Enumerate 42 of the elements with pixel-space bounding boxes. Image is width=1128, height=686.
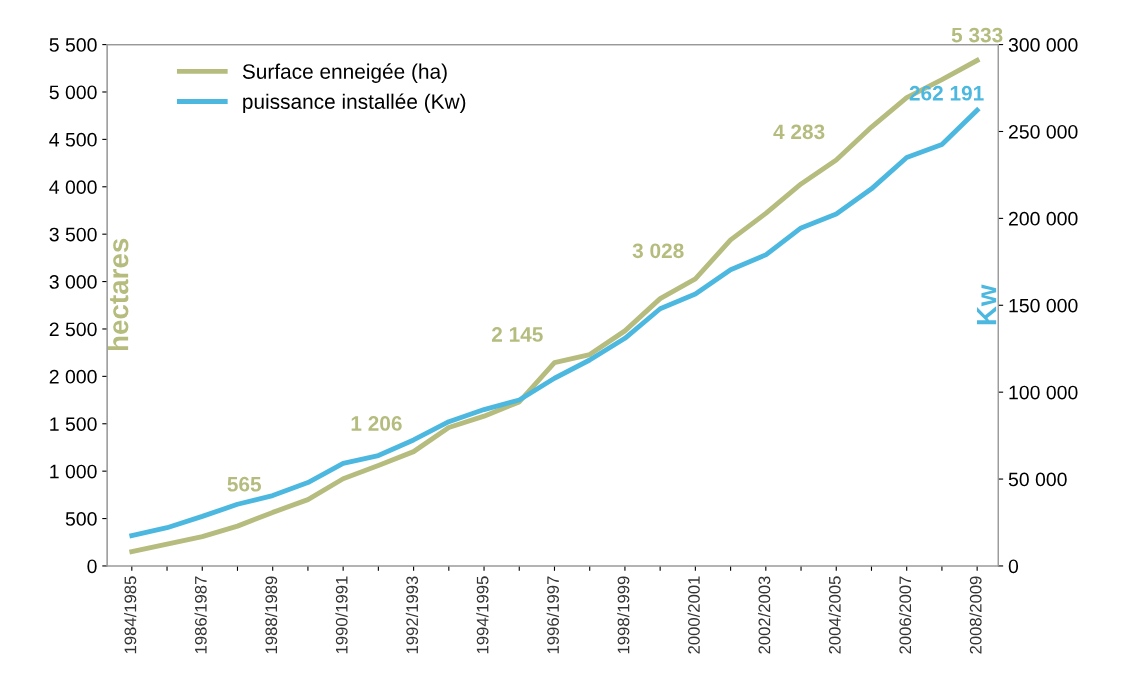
y2-tick-label: 50 000	[1008, 472, 1067, 487]
x-tick-label: 2006/2007	[898, 576, 912, 654]
y-axis-title: hectares	[108, 238, 129, 351]
data-label: 4 283	[773, 124, 825, 140]
y2-tick-label: 300 000	[1008, 38, 1078, 52]
legend-label: Surface enneigée (ha)	[242, 63, 447, 83]
x-tick-label: 1998/1999	[617, 576, 630, 654]
data-label: 2 145	[491, 327, 543, 342]
x-tick-label: 2000/2001	[687, 576, 700, 654]
y-tick-label: 500	[65, 512, 97, 526]
y-tick-label: 3 500	[49, 227, 97, 242]
y-tick-label: 3 000	[49, 275, 97, 289]
y2-tick-label: 150 000	[1009, 298, 1078, 313]
x-tick-label: 1986/1987	[194, 576, 207, 654]
x-tick-label: 1994/1995	[476, 576, 489, 654]
y-tick-label: 5 000	[49, 85, 97, 100]
x-tick-label: 2008/2009	[969, 576, 982, 654]
x-tick-label: 1990/1991	[335, 576, 348, 654]
y2-axis-title: Kw	[977, 284, 997, 325]
data-label: 5 333	[951, 27, 1003, 43]
y2-tick-label: 100 000	[1009, 385, 1078, 400]
y-tick-label: 1 000	[50, 464, 97, 479]
x-tick-label: 1996/1997	[546, 576, 559, 654]
y-tick-label: 5 500	[49, 38, 97, 52]
y-tick-label: 4 000	[49, 180, 97, 195]
x-tick-label: 1992/1993	[405, 576, 419, 654]
y2-tick-label: 200 000	[1008, 211, 1078, 226]
y-tick-label: 2 500	[49, 322, 97, 337]
y-tick-label: 2 000	[49, 369, 97, 384]
legend-label: puissance installée (Kw)	[243, 93, 466, 114]
x-tick-label: 1984/1985	[124, 576, 137, 654]
x-tick-label: 2004/2005	[828, 576, 841, 654]
y-tick-label: 1 500	[50, 417, 97, 431]
data-label: 3 028	[632, 243, 684, 259]
y2-tick-label: 250 000	[1008, 124, 1078, 139]
y2-tick-label: 0	[1008, 559, 1019, 574]
data-label: 1 206	[351, 416, 402, 431]
x-tick-label: 1988/1989	[264, 576, 278, 654]
x-tick-label: 2002/2003	[758, 576, 771, 654]
y-tick-label: 0	[87, 559, 97, 574]
y-tick-label: 4 500	[49, 132, 97, 147]
data-label: 565	[227, 476, 262, 492]
